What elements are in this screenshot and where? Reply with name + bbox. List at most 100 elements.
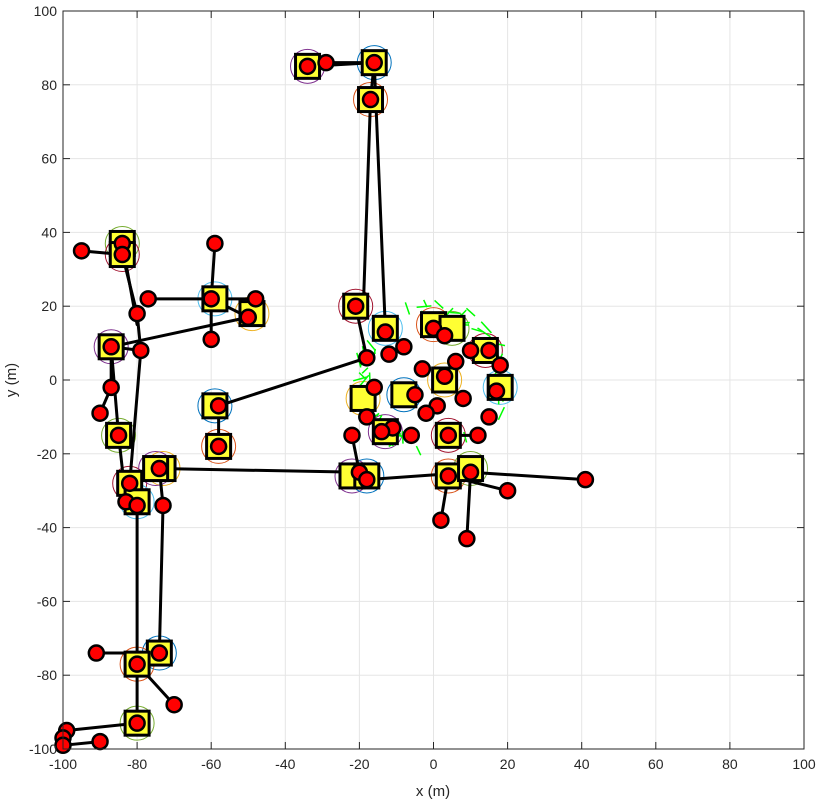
cluster-mark <box>358 374 370 388</box>
node-marker <box>498 481 517 500</box>
x-tick-label: 40 <box>574 756 590 772</box>
node-marker <box>480 341 498 360</box>
node-marker <box>298 57 317 76</box>
link-line <box>128 348 143 485</box>
node-marker <box>417 404 435 422</box>
cluster-mark <box>353 376 368 382</box>
x-tick-label: 100 <box>792 756 816 772</box>
range-circle <box>197 388 233 424</box>
node-marker <box>402 426 421 445</box>
cluster-mark <box>477 327 491 338</box>
node-marker <box>380 345 398 363</box>
node-marker <box>202 330 220 349</box>
node-marker <box>480 408 498 426</box>
node-marker <box>358 470 376 489</box>
cluster-mark <box>463 431 468 443</box>
node-marker <box>343 426 361 445</box>
node-marker <box>469 426 487 445</box>
node-marker <box>154 496 172 515</box>
link-line <box>361 98 373 316</box>
y-tick-label: -80 <box>37 667 57 683</box>
x-tick-label: 0 <box>430 756 438 772</box>
cluster-mark <box>366 339 377 352</box>
link-line <box>157 503 165 655</box>
link-line <box>217 356 369 408</box>
node-marker <box>365 378 383 397</box>
node-marker <box>102 378 120 397</box>
node-marker <box>458 529 476 548</box>
y-tick-label: -20 <box>37 446 57 462</box>
cluster-mark <box>361 367 369 374</box>
node-marker <box>435 326 454 345</box>
cluster-mark <box>465 307 476 317</box>
node-marker <box>128 655 146 673</box>
x-tick-label: 80 <box>722 756 738 772</box>
x-axis-label: x (m) <box>416 783 450 800</box>
x-tick-label: -100 <box>49 756 77 772</box>
node-marker <box>435 367 454 386</box>
y-tick-label: -100 <box>29 741 57 757</box>
x-tick-label: -80 <box>127 756 147 772</box>
axis-ticks: -100 -80 -60 -40 -20 0 20 40 60 80 100 -100 -80 -60 -4… <box>29 3 816 772</box>
range-circle <box>427 362 463 398</box>
node-marker <box>358 349 376 367</box>
range-circle <box>338 288 374 324</box>
link-line <box>469 470 587 482</box>
y-tick-label: 100 <box>34 3 58 19</box>
node-marker <box>576 470 595 489</box>
y-tick-label: 60 <box>41 151 57 167</box>
node-marker <box>246 290 265 308</box>
node-marker <box>461 341 480 360</box>
node-marker <box>132 341 150 360</box>
y-tick-label: -60 <box>37 593 57 609</box>
node-marker <box>317 53 335 72</box>
node-marker <box>376 323 395 341</box>
node-marker <box>358 408 376 426</box>
node-marker <box>165 695 183 714</box>
y-tick-label: -40 <box>37 520 57 536</box>
cluster-mark <box>416 305 432 309</box>
node-marker <box>150 459 169 478</box>
node-marker <box>361 90 380 109</box>
node-marker <box>413 360 432 378</box>
node-marker <box>139 290 157 308</box>
y-axis-label: y (m) <box>3 363 20 397</box>
node-marker <box>372 422 391 441</box>
node-marker <box>365 53 383 72</box>
cluster-mark <box>450 311 461 315</box>
node-marker <box>461 463 480 481</box>
x-tick-label: 20 <box>500 756 516 772</box>
cluster-mark <box>434 299 444 309</box>
y-tick-label: 80 <box>41 77 57 93</box>
node-marker <box>406 386 424 404</box>
node-marker <box>128 304 146 323</box>
node-marker <box>454 389 472 408</box>
link-line <box>465 470 473 541</box>
y-tick-label: 20 <box>41 298 57 314</box>
cluster-mark <box>497 406 506 421</box>
cluster-mark <box>415 445 422 456</box>
node-marker <box>439 426 458 445</box>
node-marker <box>128 714 146 732</box>
node-marker <box>432 511 450 529</box>
node-marker <box>120 474 139 493</box>
cluster-mark <box>471 327 483 333</box>
node-marker <box>487 382 506 400</box>
node-marker <box>87 644 106 662</box>
node-marker <box>209 437 228 456</box>
x-tick-label: 60 <box>648 756 664 772</box>
cluster-mark <box>480 321 492 334</box>
node-marker <box>150 644 169 662</box>
node-marker <box>91 404 109 422</box>
x-tick-label: -40 <box>275 756 295 772</box>
link-line <box>109 315 250 349</box>
node-marker <box>109 426 128 445</box>
node-marker <box>113 245 132 264</box>
node-marker <box>439 467 458 485</box>
node-marker <box>239 308 257 327</box>
link-line <box>157 467 361 474</box>
node-marker <box>491 356 509 374</box>
node-marker <box>72 242 91 260</box>
node-marker <box>128 496 146 515</box>
